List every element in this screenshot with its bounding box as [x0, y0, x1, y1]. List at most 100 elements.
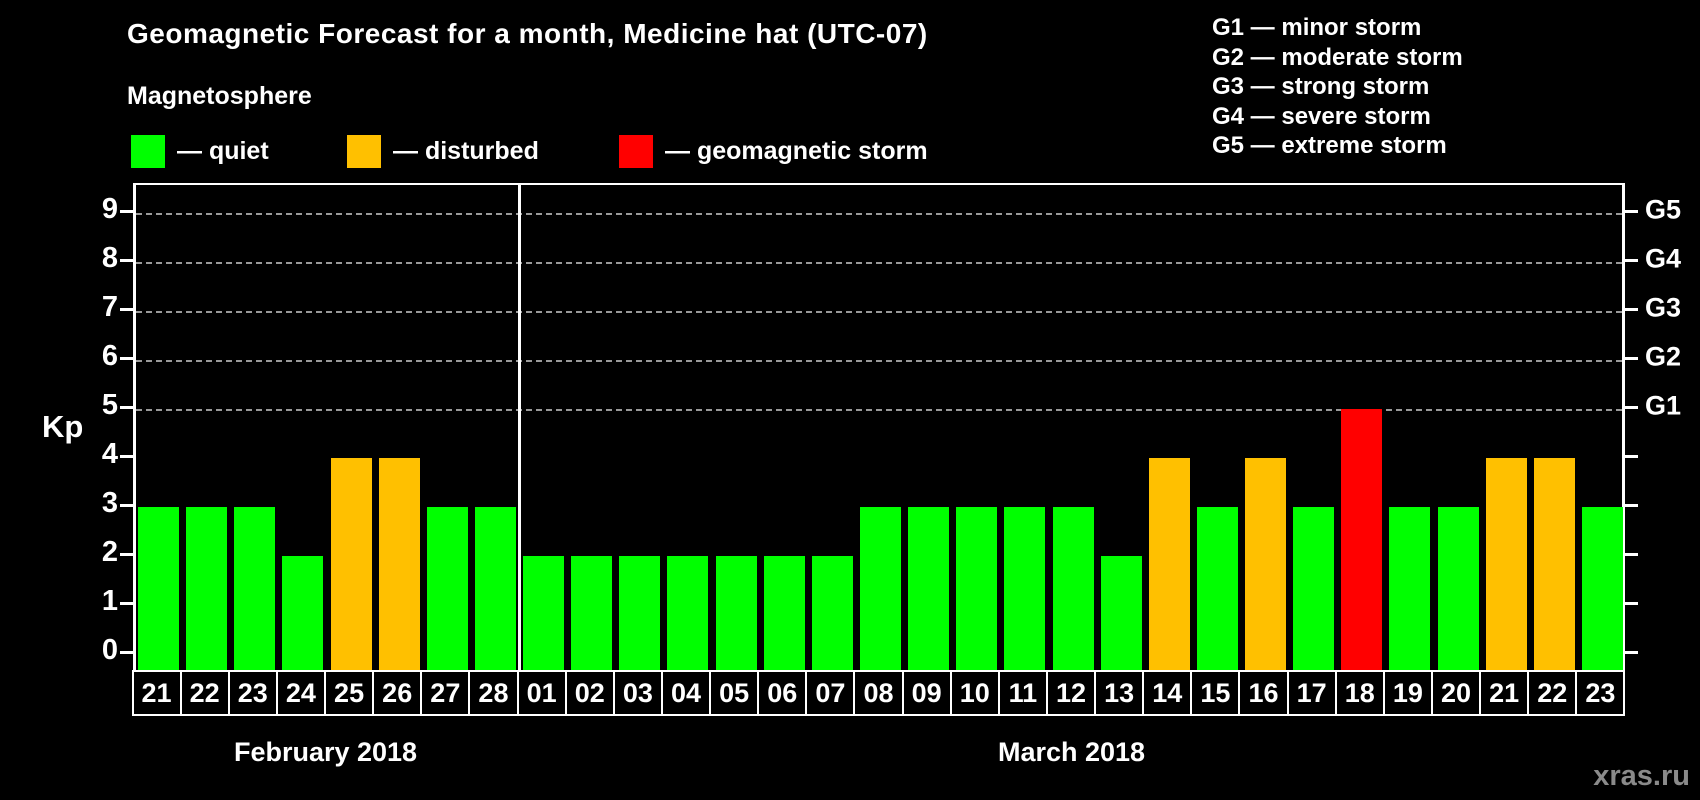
ytick-label-1: 1 — [101, 585, 118, 618]
kp-bar-25 — [330, 458, 372, 672]
left-tick-6 — [120, 357, 133, 360]
day-box-22: 22 — [179, 670, 230, 716]
kp-bar-02 — [571, 556, 613, 672]
kp-bar-04 — [667, 556, 709, 672]
storm-legend-swatch — [619, 135, 653, 168]
left-tick-2 — [120, 553, 133, 556]
right-tick-7 — [1625, 308, 1638, 311]
day-box-27: 27 — [420, 670, 471, 716]
day-box-08: 08 — [853, 670, 904, 716]
month-separator-line — [518, 185, 522, 670]
day-box-05: 05 — [709, 670, 760, 716]
right-tick-2 — [1625, 553, 1638, 556]
right-tick-1 — [1625, 602, 1638, 605]
kp-bar-10 — [956, 507, 998, 672]
ytick-label-0: 0 — [101, 634, 118, 667]
kp-bar-18 — [1341, 409, 1383, 672]
disturbed-legend-swatch — [347, 135, 381, 168]
day-box-12: 12 — [1045, 670, 1097, 716]
watermark: xras.ru — [1593, 760, 1690, 792]
kp-bar-22 — [186, 507, 228, 672]
ytick-label-7: 7 — [101, 291, 118, 324]
kp-bar-07 — [811, 556, 853, 672]
g-label-G2: G2 — [1645, 341, 1682, 372]
left-tick-5 — [120, 406, 133, 409]
right-tick-5 — [1625, 406, 1638, 409]
disturbed-legend-label: — disturbed — [393, 137, 539, 165]
left-tick-4 — [120, 455, 133, 458]
kp-bar-16 — [1245, 458, 1287, 672]
ytick-label-3: 3 — [101, 487, 118, 520]
kp-bar-27 — [426, 507, 468, 672]
right-tick-8 — [1625, 259, 1638, 262]
g-label-G5: G5 — [1645, 194, 1682, 225]
left-tick-0 — [120, 651, 133, 654]
gridline-kp5 — [136, 409, 1622, 411]
day-box-15: 15 — [1190, 670, 1241, 716]
g-label-G1: G1 — [1645, 390, 1682, 421]
kp-bar-22 — [1533, 458, 1575, 672]
kp-axis-label: Kp — [42, 409, 84, 444]
kp-bar-14 — [1148, 458, 1190, 672]
ytick-label-6: 6 — [101, 340, 118, 373]
chart-title: Geomagnetic Forecast for a month, Medici… — [127, 18, 928, 49]
kp-bar-24 — [282, 556, 324, 672]
kp-bar-20 — [1437, 507, 1479, 672]
kp-bar-26 — [378, 458, 420, 672]
kp-bar-08 — [860, 507, 901, 672]
quiet-legend-label: — quiet — [177, 137, 269, 165]
plot-area — [133, 183, 1625, 672]
g-label-G3: G3 — [1645, 292, 1682, 323]
day-box-10: 10 — [949, 670, 1000, 716]
ytick-label-9: 9 — [101, 193, 118, 226]
day-box-03: 03 — [612, 670, 663, 716]
kp-bar-28 — [474, 507, 516, 672]
month-label-1: March 2018 — [997, 737, 1146, 767]
day-box-09: 09 — [901, 670, 952, 716]
g-label-G4: G4 — [1645, 243, 1682, 274]
kp-bar-01 — [523, 556, 565, 672]
day-box-07: 07 — [805, 670, 856, 716]
storm-legend-label: — geomagnetic storm — [665, 137, 928, 165]
kp-bar-03 — [619, 556, 661, 672]
day-box-20: 20 — [1430, 670, 1482, 716]
kp-bar-06 — [763, 556, 805, 672]
day-box-06: 06 — [757, 670, 808, 716]
day-box-01: 01 — [516, 670, 567, 716]
day-box-14: 14 — [1142, 670, 1193, 716]
kp-bar-21 — [138, 507, 180, 672]
day-box-04: 04 — [660, 670, 712, 716]
kp-bar-09 — [908, 507, 950, 672]
kp-bar-15 — [1196, 507, 1238, 672]
day-box-02: 02 — [564, 670, 615, 716]
kp-bar-17 — [1293, 507, 1335, 672]
right-tick-9 — [1625, 210, 1638, 213]
kp-bar-23 — [234, 507, 276, 672]
day-box-26: 26 — [372, 670, 423, 716]
left-tick-3 — [120, 504, 133, 507]
quiet-legend-swatch — [131, 135, 165, 168]
day-box-16: 16 — [1238, 670, 1289, 716]
left-tick-9 — [120, 210, 133, 213]
g-scale-legend: G1 — minor storm G2 — moderate storm G3 … — [1212, 14, 1463, 159]
left-tick-8 — [120, 259, 133, 262]
gridline-kp9 — [136, 213, 1622, 215]
right-tick-6 — [1625, 357, 1638, 360]
kp-bar-12 — [1052, 507, 1094, 672]
kp-bar-13 — [1100, 556, 1142, 672]
right-tick-0 — [1625, 651, 1638, 654]
right-tick-4 — [1625, 455, 1638, 458]
ytick-label-8: 8 — [101, 242, 118, 275]
left-tick-7 — [120, 308, 133, 311]
day-box-11: 11 — [997, 670, 1048, 716]
day-box-21: 21 — [1479, 670, 1530, 716]
day-box-18: 18 — [1334, 670, 1385, 716]
gridline-kp6 — [136, 360, 1622, 362]
day-box-25: 25 — [324, 670, 375, 716]
kp-bar-21 — [1485, 458, 1527, 672]
ytick-label-2: 2 — [101, 536, 118, 569]
day-box-24: 24 — [275, 670, 326, 716]
day-box-17: 17 — [1286, 670, 1337, 716]
gridline-kp7 — [136, 311, 1622, 313]
